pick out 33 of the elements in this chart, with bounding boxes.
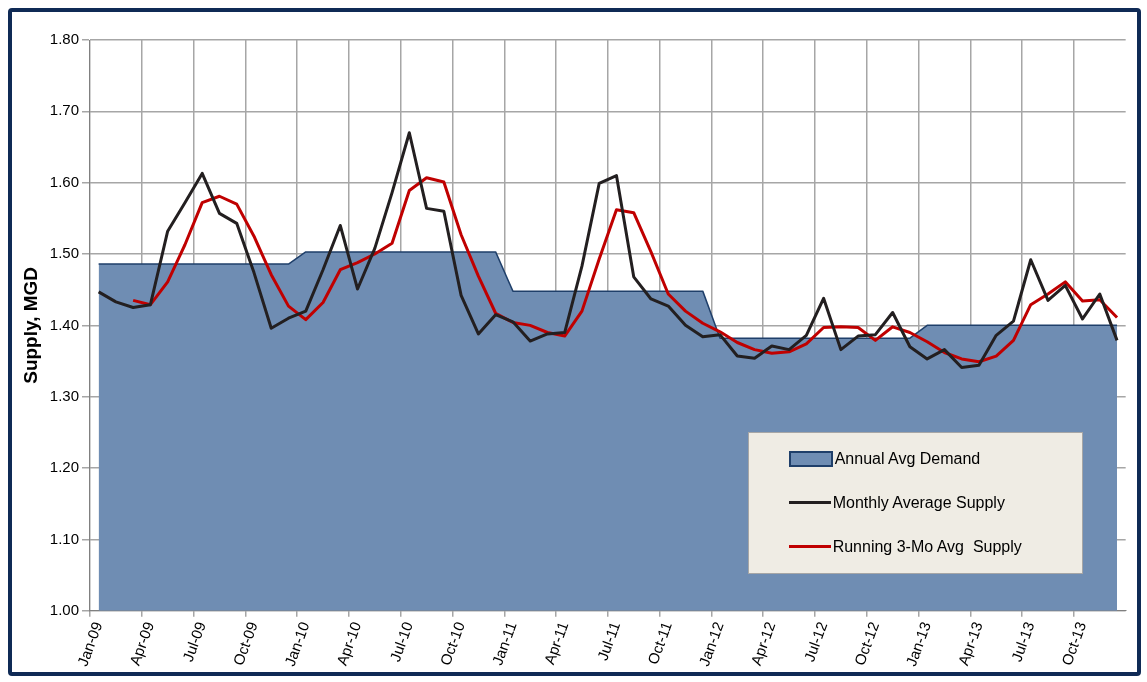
legend-label: Monthly Average Supply: [832, 493, 1005, 512]
y-axis-title: Supply, MGD: [19, 266, 41, 384]
y-tick-label: 1.60: [49, 172, 79, 190]
x-tick-label: Jul-09: [178, 619, 209, 664]
x-tick-label: Apr-13: [954, 619, 986, 668]
x-tick-label: Oct-09: [229, 619, 261, 668]
y-tick-label: 1.40: [49, 315, 79, 333]
legend-label: Annual Avg Demand: [834, 449, 981, 468]
x-tick-label: Apr-12: [747, 619, 779, 668]
y-tick-label: 1.80: [49, 30, 79, 48]
y-tick-label: 1.30: [49, 386, 79, 404]
x-tick-label: Jan-11: [488, 619, 520, 668]
x-tick-label: Jan-10: [280, 619, 313, 669]
x-tick-label: Oct-12: [850, 619, 883, 668]
y-tick-label: 1.00: [49, 600, 79, 618]
legend-label: Running 3-Mo Avg Supply: [832, 537, 1022, 556]
x-tick-label: Jan-09: [73, 619, 106, 669]
x-tick-label: Apr-09: [125, 619, 158, 668]
x-tick-label: Jul-13: [1007, 619, 1038, 664]
x-tick-label: Jul-11: [593, 619, 624, 663]
x-tick-label: Jul-10: [386, 619, 417, 664]
x-tick-label: Jan-13: [902, 619, 934, 669]
x-tick-label: Jul-12: [800, 619, 831, 664]
x-tick-label: Apr-11: [540, 619, 572, 667]
y-tick-label: 1.20: [49, 458, 79, 476]
x-tick-label: Jan-12: [695, 619, 727, 669]
x-tick-label: Oct-13: [1057, 619, 1090, 668]
y-tick-label: 1.70: [49, 101, 79, 119]
x-tick-label: Oct-11: [643, 619, 675, 667]
y-tick-label: 1.10: [49, 529, 79, 547]
x-tick-label: Oct-10: [436, 619, 468, 668]
y-tick-label: 1.50: [49, 244, 79, 262]
x-tick-label: Apr-10: [332, 619, 365, 668]
